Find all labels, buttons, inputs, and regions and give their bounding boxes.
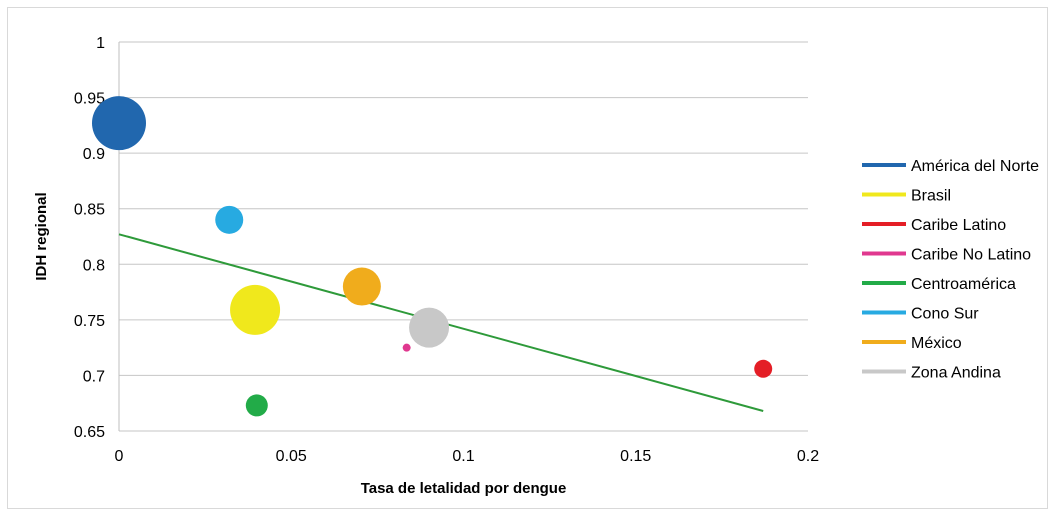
y-tick-label: 0.9 xyxy=(83,146,105,163)
bubbles xyxy=(92,96,773,417)
legend-label: Zona Andina xyxy=(911,365,1001,382)
x-tick-label: 0 xyxy=(115,448,124,465)
legend-label: México xyxy=(911,335,962,352)
y-axis-title: IDH regional xyxy=(33,192,50,280)
legend-label: Brasil xyxy=(911,188,951,205)
bubble-zona-andina xyxy=(409,307,450,348)
x-axis-title: Tasa de letalidad por dengue xyxy=(361,480,567,497)
bubble-cono-sur xyxy=(215,205,244,234)
y-tick-label: 1 xyxy=(96,35,105,52)
bubble-brasil xyxy=(230,284,281,335)
y-tick-label: 0.8 xyxy=(83,257,105,274)
y-tick-labels: 0.65 0.7 0.75 0.8 0.85 0.9 0.95 1 xyxy=(74,35,105,441)
bubble-caribe-latino xyxy=(754,359,773,378)
legend-label: Caribe Latino xyxy=(911,217,1006,234)
bubble-méxico xyxy=(342,267,381,306)
legend: América del Norte Brasil Caribe Latino Cari… xyxy=(862,158,1039,382)
legend-label: Centroamérica xyxy=(911,276,1016,293)
gridlines xyxy=(119,41,808,432)
legend-label: Caribe No Latino xyxy=(911,247,1031,264)
y-tick-label: 0.7 xyxy=(83,368,105,385)
x-tick-label: 0.05 xyxy=(276,448,307,465)
x-tick-label: 0.15 xyxy=(620,448,651,465)
chart-frame xyxy=(7,7,1048,509)
bubble-centroamérica xyxy=(245,394,268,417)
x-tick-labels: 0 0.05 0.1 0.15 0.2 xyxy=(115,448,820,465)
legend-label: América del Norte xyxy=(911,158,1039,175)
bubble-caribe-no-latino xyxy=(402,343,411,352)
y-tick-label: 0.95 xyxy=(74,91,105,108)
y-tick-label: 0.65 xyxy=(74,424,105,441)
y-tick-label: 0.75 xyxy=(74,313,105,330)
legend-label: Cono Sur xyxy=(911,306,979,323)
y-tick-label: 0.85 xyxy=(74,202,105,219)
bubble-américa-del-norte xyxy=(92,96,146,151)
x-tick-label: 0.1 xyxy=(452,448,474,465)
x-tick-label: 0.2 xyxy=(797,448,819,465)
